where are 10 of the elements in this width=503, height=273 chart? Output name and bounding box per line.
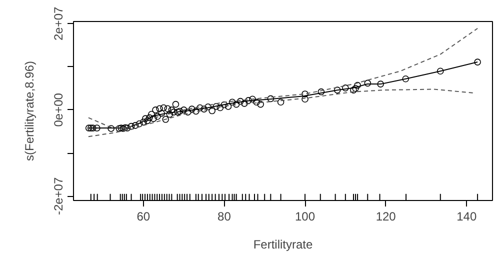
x-tick-label: 120	[376, 210, 396, 224]
y-axis-title: s(Fertilityrate,8.96)	[22, 60, 36, 162]
y-tick-label: 2e+07	[52, 6, 66, 41]
x-tick-label: 140	[456, 210, 477, 224]
x-tick-label: 80	[218, 210, 232, 224]
x-axis-title: Fertilityrate	[253, 238, 313, 252]
x-tick-label: 100	[295, 210, 316, 224]
y-tick-label: -2e+07	[52, 177, 66, 216]
y-tick-label: 0e+00	[52, 92, 66, 127]
x-tick-label: 60	[136, 210, 150, 224]
